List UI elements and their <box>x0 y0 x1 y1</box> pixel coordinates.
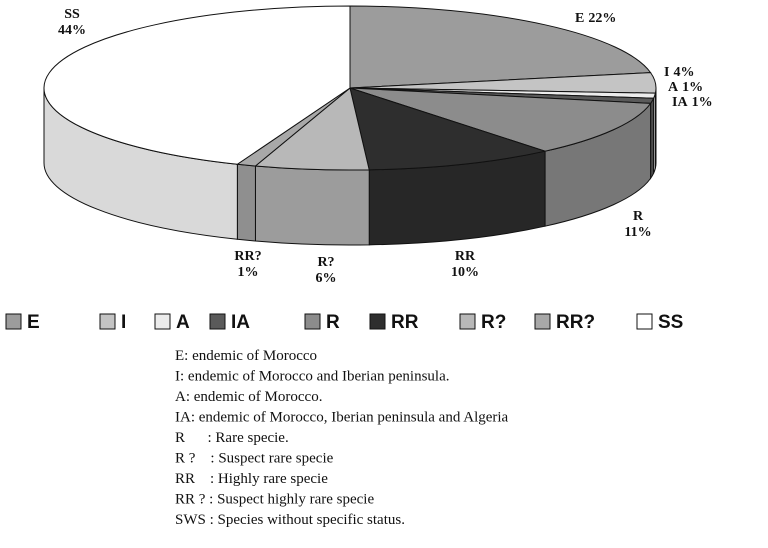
data-label: A 1% <box>668 80 703 95</box>
data-label: SS 44% <box>58 7 86 38</box>
legend-label: IA <box>231 312 250 333</box>
slice <box>43 5 351 165</box>
note: R ? : Suspect rare specie <box>175 451 334 467</box>
label-name: IA <box>672 95 688 110</box>
label-name: R? <box>317 255 334 270</box>
legend-swatch <box>209 313 226 330</box>
note: R : Rare specie. <box>175 430 289 446</box>
legend-swatch <box>636 313 653 330</box>
legend-label: R <box>326 312 340 333</box>
legend-swatch <box>534 313 551 330</box>
note: SWS : Species without specific status. <box>175 512 405 528</box>
label-name: A <box>668 80 679 95</box>
label-value: 6% <box>316 271 337 286</box>
legend-label: I <box>121 312 126 333</box>
note: I: endemic of Morocco and Iberian penins… <box>175 369 449 385</box>
label-value: 4% <box>673 65 694 80</box>
slice <box>349 87 652 152</box>
slice-side <box>254 165 370 246</box>
legend-swatch <box>5 313 22 330</box>
label-value: 22% <box>588 11 616 26</box>
note: A: endemic of Morocco. <box>175 389 322 405</box>
data-label: R 11% <box>624 209 651 240</box>
label-value: 1% <box>692 95 713 110</box>
legend-swatch <box>304 313 321 330</box>
data-label: R? 6% <box>316 255 337 286</box>
label-name: RR? <box>234 249 261 264</box>
data-label: IA 1% <box>672 95 713 110</box>
legend-label: RR? <box>556 312 595 333</box>
data-label: I 4% <box>664 65 694 80</box>
label-name: R <box>633 209 644 224</box>
label-value: 1% <box>238 265 259 280</box>
legend-swatch <box>459 313 476 330</box>
note: RR ? : Suspect highly rare specie <box>175 492 374 508</box>
slice-side <box>236 163 256 242</box>
legend-swatch <box>99 313 116 330</box>
note: E: endemic of Morocco <box>175 348 317 364</box>
legend-label: E <box>27 312 40 333</box>
data-label: RR? 1% <box>234 249 261 280</box>
label-name: RR <box>455 249 476 264</box>
label-value: 44% <box>58 23 86 38</box>
slice <box>349 87 547 171</box>
label-value: 11% <box>624 225 651 240</box>
data-label: RR 10% <box>451 249 479 280</box>
label-name: SS <box>64 7 80 22</box>
note: IA: endemic of Morocco, Iberian peninsul… <box>175 410 509 426</box>
label-name: E <box>575 11 584 26</box>
label-value: 1% <box>682 80 703 95</box>
legend-label: SS <box>658 312 683 333</box>
note: RR : Highly rare specie <box>175 471 328 487</box>
slice <box>349 5 652 89</box>
legend-label: RR <box>391 312 419 333</box>
legend-label: A <box>176 312 190 333</box>
legend-swatch <box>154 313 171 330</box>
legend-swatch <box>369 313 386 330</box>
data-label: E 22% <box>575 11 616 26</box>
legend-label: R? <box>481 312 506 333</box>
label-name: I <box>664 65 669 80</box>
label-value: 10% <box>451 265 479 280</box>
